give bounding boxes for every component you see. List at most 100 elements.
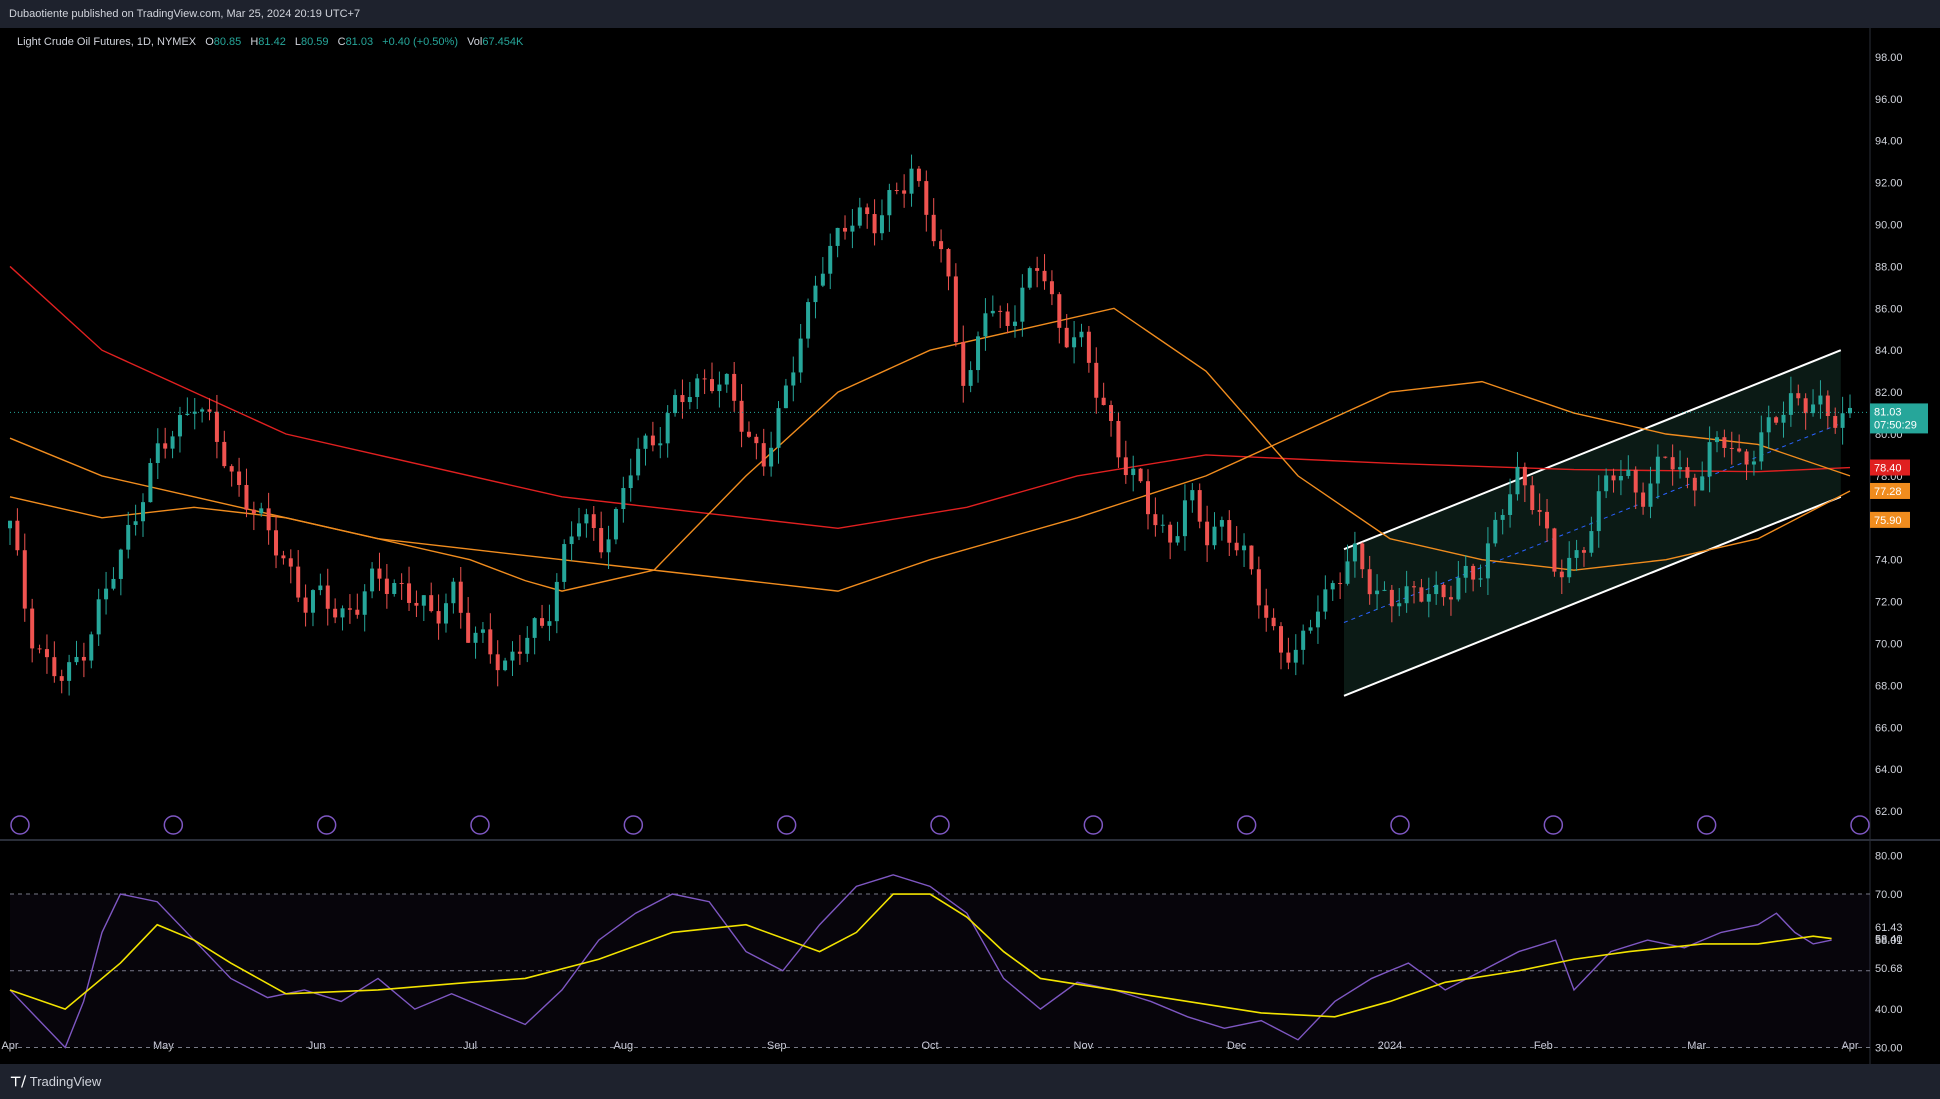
- candle-body: [1227, 520, 1232, 543]
- candle-body: [724, 373, 729, 385]
- candle-body: [1796, 393, 1801, 399]
- channel-upper-line: [1343, 349, 1842, 551]
- low-label: L: [294, 36, 302, 48]
- candle-body: [1670, 457, 1675, 470]
- candle-body: [887, 190, 892, 216]
- symbol-name: Light Crude Oil Futures, 1D, NYMEX: [17, 36, 197, 48]
- candle-body: [1574, 550, 1579, 558]
- candle-body: [998, 310, 1003, 312]
- event-marker-icon: [1543, 815, 1564, 835]
- candle-body: [89, 634, 94, 661]
- candle-body: [1049, 281, 1054, 295]
- price-tick-label: 86.00: [1875, 303, 1903, 315]
- candle-body: [67, 662, 72, 681]
- candle-body: [761, 443, 766, 467]
- candle-body: [1434, 584, 1439, 595]
- candle-body: [274, 530, 279, 556]
- volume-label: Vol: [467, 36, 483, 48]
- candle-body: [525, 637, 530, 654]
- time-tick-label: Apr: [1, 1040, 18, 1052]
- candle-body: [488, 629, 493, 655]
- candle-body: [687, 397, 692, 403]
- candle-body: [1744, 451, 1749, 465]
- candle-body: [1109, 405, 1114, 422]
- candle-body: [1197, 490, 1202, 522]
- candle-body: [650, 435, 655, 446]
- price-tick-label: 72.00: [1875, 597, 1903, 609]
- candle-body: [710, 379, 715, 392]
- brand-name: TradingView: [29, 1074, 102, 1089]
- candle-body: [414, 602, 419, 606]
- event-marker-icon: [1850, 815, 1870, 835]
- candle-body: [1567, 557, 1572, 578]
- candle-body: [1596, 491, 1601, 532]
- candle-body: [148, 463, 153, 503]
- candle-body: [1345, 561, 1350, 584]
- event-marker-icon: [623, 815, 644, 835]
- candle-body: [177, 415, 182, 437]
- candle-body: [1685, 467, 1690, 478]
- candle-body: [1234, 542, 1239, 551]
- candle-body: [776, 408, 781, 448]
- tradingview-logo[interactable]: ⊤⧸ TradingView: [10, 1074, 101, 1090]
- candle-body: [1005, 311, 1010, 326]
- rsi-tick-label: 61.43: [1875, 922, 1903, 934]
- candle-body: [1700, 476, 1705, 491]
- candle-body: [1648, 483, 1653, 507]
- candle-body: [1020, 287, 1025, 322]
- candle-body: [377, 568, 382, 579]
- candle-body: [392, 583, 397, 594]
- candle-body: [1448, 597, 1453, 600]
- candle-body: [983, 313, 988, 337]
- candle-body: [1737, 448, 1742, 452]
- candle-body: [1818, 395, 1823, 405]
- candle-body: [1160, 524, 1165, 526]
- rsi-line: [9, 874, 1832, 1049]
- candle-body: [1027, 268, 1032, 288]
- candle-body: [1751, 461, 1756, 465]
- candle-body: [1781, 414, 1786, 423]
- event-marker-icon: [163, 815, 184, 835]
- candle-body: [1315, 611, 1320, 628]
- close-value: 81.03: [345, 36, 374, 48]
- candle-body: [1759, 432, 1764, 462]
- publisher-text: Dubaotiente published on TradingView.com…: [9, 8, 361, 20]
- ohlc-legend: Light Crude Oil Futures, 1D, NYMEX O80.8…: [17, 36, 523, 48]
- candle-body: [1123, 457, 1128, 476]
- candle-body: [480, 629, 485, 633]
- candle-body: [1419, 587, 1424, 602]
- time-tick-label: Feb: [1534, 1040, 1553, 1052]
- candle-body: [1537, 510, 1542, 512]
- price-tick-label: 88.00: [1875, 261, 1903, 273]
- candle-body: [820, 273, 825, 286]
- candle-body: [968, 370, 973, 386]
- candle-body: [318, 585, 323, 591]
- candle-body: [1426, 594, 1431, 602]
- candle-body: [547, 621, 552, 626]
- candle-body: [1175, 536, 1180, 543]
- candle-body: [916, 168, 921, 182]
- change-value: +0.40 (+0.50%): [382, 36, 458, 48]
- candle-body: [229, 466, 234, 472]
- candle-body: [1471, 565, 1476, 580]
- candle-body: [1397, 603, 1402, 607]
- candle-body: [843, 227, 848, 232]
- candle-body: [746, 431, 751, 437]
- candle-body: [813, 285, 818, 303]
- candle-body: [961, 342, 966, 386]
- candle-body: [1389, 589, 1394, 607]
- candle-body: [1530, 485, 1535, 511]
- bar-countdown-label: 07:50:29: [1874, 419, 1917, 431]
- candle-body: [828, 245, 833, 274]
- price-chart[interactable]: 98.00 96.00 94.00 92.00 90.00 88.00 86.00 84.00…: [0, 28, 1940, 1064]
- event-marker-icon: [1696, 815, 1717, 835]
- candle-body: [532, 618, 537, 638]
- candle-body: [1138, 468, 1143, 482]
- candle-body: [1404, 586, 1409, 604]
- candle-body: [591, 514, 596, 529]
- candle-body: [1256, 569, 1261, 606]
- candle-body: [540, 618, 545, 626]
- candle-body: [680, 395, 685, 403]
- candle-body: [1323, 589, 1328, 612]
- candle-body: [237, 471, 242, 485]
